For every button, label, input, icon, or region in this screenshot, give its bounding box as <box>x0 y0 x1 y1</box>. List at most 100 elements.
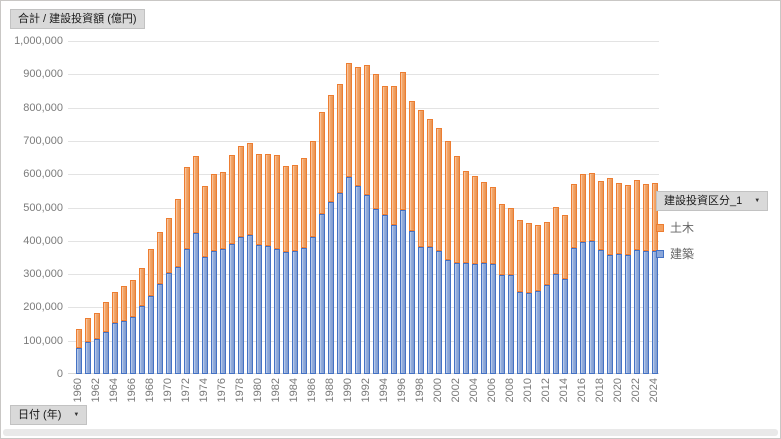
bar-segment-建築-1999[interactable] <box>426 247 433 374</box>
bar-segment-建築-2024[interactable] <box>651 251 658 374</box>
bar-segment-土木-1987[interactable] <box>318 112 325 214</box>
bar-segment-建築-1988[interactable] <box>327 202 334 374</box>
bar-segment-土木-1970[interactable] <box>165 218 172 273</box>
bar-segment-土木-1978[interactable] <box>237 146 244 237</box>
bar-segment-土木-1961[interactable] <box>84 318 91 342</box>
bar-segment-土木-2019[interactable] <box>606 178 613 255</box>
bar-segment-建築-1961[interactable] <box>84 342 91 374</box>
bar-segment-土木-2001[interactable] <box>444 141 451 260</box>
bar-segment-土木-1997[interactable] <box>408 101 415 231</box>
bar-segment-建築-1998[interactable] <box>417 247 424 374</box>
bar-segment-土木-1992[interactable] <box>363 65 370 195</box>
axis-field-button[interactable]: 日付 (年) ▼ <box>10 405 88 425</box>
bar-segment-土木-1971[interactable] <box>174 199 181 267</box>
bar-segment-建築-2003[interactable] <box>462 263 469 374</box>
bar-segment-建築-2012[interactable] <box>543 285 550 374</box>
bar-segment-土木-2000[interactable] <box>435 128 442 251</box>
bar-segment-建築-1997[interactable] <box>408 231 415 374</box>
bar-segment-建築-1982[interactable] <box>273 249 280 374</box>
bar-segment-建築-1979[interactable] <box>246 235 253 374</box>
bar-segment-建築-1993[interactable] <box>372 209 379 374</box>
bar-segment-建築-1971[interactable] <box>174 267 181 374</box>
bar-segment-建築-1968[interactable] <box>147 296 154 374</box>
bar-segment-土木-2012[interactable] <box>543 222 550 285</box>
bar-segment-建築-2004[interactable] <box>471 264 478 374</box>
bar-segment-建築-1992[interactable] <box>363 195 370 374</box>
bar-segment-土木-2005[interactable] <box>480 182 487 263</box>
bar-segment-建築-1975[interactable] <box>210 251 217 374</box>
bar-segment-土木-1990[interactable] <box>345 63 352 177</box>
bar-segment-建築-1990[interactable] <box>345 177 352 374</box>
bar-segment-建築-2013[interactable] <box>552 274 559 374</box>
bar-segment-建築-1985[interactable] <box>300 248 307 374</box>
bar-segment-土木-1996[interactable] <box>399 72 406 210</box>
bar-segment-建築-2023[interactable] <box>642 251 649 374</box>
bar-segment-土木-2010[interactable] <box>525 223 532 293</box>
bar-segment-土木-1995[interactable] <box>390 86 397 225</box>
bar-segment-土木-2009[interactable] <box>516 220 523 292</box>
bar-segment-建築-1960[interactable] <box>75 348 82 374</box>
bar-segment-土木-1983[interactable] <box>282 166 289 252</box>
legend-field-button[interactable]: 建設投資区分_1 ▼ <box>656 191 769 211</box>
bar-segment-土木-2016[interactable] <box>579 174 586 242</box>
bar-segment-建築-2010[interactable] <box>525 293 532 374</box>
bar-segment-建築-1977[interactable] <box>228 244 235 374</box>
bar-segment-土木-2014[interactable] <box>561 215 568 279</box>
bar-segment-土木-1985[interactable] <box>300 158 307 248</box>
bar-segment-建築-1983[interactable] <box>282 252 289 374</box>
bar-segment-土木-1972[interactable] <box>183 167 190 249</box>
bar-segment-建築-1994[interactable] <box>381 215 388 374</box>
bar-segment-建築-2022[interactable] <box>633 250 640 374</box>
bar-segment-土木-1960[interactable] <box>75 329 82 348</box>
bar-segment-建築-1981[interactable] <box>264 246 271 374</box>
bar-segment-建築-2017[interactable] <box>588 241 595 374</box>
bar-segment-土木-1965[interactable] <box>120 286 127 321</box>
bar-segment-建築-2011[interactable] <box>534 291 541 374</box>
bar-segment-建築-1995[interactable] <box>390 225 397 374</box>
bar-segment-建築-2020[interactable] <box>615 254 622 374</box>
bar-segment-土木-1989[interactable] <box>336 84 343 193</box>
bar-segment-土木-1968[interactable] <box>147 249 154 296</box>
bar-segment-建築-2007[interactable] <box>498 275 505 374</box>
bar-segment-土木-2021[interactable] <box>624 185 631 255</box>
bar-segment-土木-1963[interactable] <box>102 302 109 332</box>
bar-segment-建築-1989[interactable] <box>336 193 343 374</box>
bar-segment-土木-1974[interactable] <box>201 186 208 257</box>
bar-segment-建築-1967[interactable] <box>138 306 145 374</box>
bar-segment-建築-2001[interactable] <box>444 260 451 374</box>
bar-segment-建築-2002[interactable] <box>453 263 460 374</box>
bar-segment-土木-2017[interactable] <box>588 173 595 241</box>
bar-segment-土木-2004[interactable] <box>471 176 478 264</box>
bar-segment-土木-1998[interactable] <box>417 110 424 247</box>
bar-segment-土木-2022[interactable] <box>633 180 640 250</box>
bar-segment-建築-2018[interactable] <box>597 250 604 374</box>
legend-item-土木[interactable]: 土木 <box>656 219 694 236</box>
bar-segment-建築-1991[interactable] <box>354 186 361 374</box>
bar-segment-建築-2008[interactable] <box>507 275 514 374</box>
bar-segment-建築-1976[interactable] <box>219 249 226 374</box>
bar-segment-土木-1979[interactable] <box>246 143 253 235</box>
bar-segment-土木-2020[interactable] <box>615 183 622 254</box>
bar-segment-建築-1980[interactable] <box>255 245 262 374</box>
bar-segment-建築-1974[interactable] <box>201 257 208 374</box>
bar-segment-土木-2008[interactable] <box>507 208 514 275</box>
bar-segment-土木-1999[interactable] <box>426 119 433 247</box>
bar-segment-建築-1965[interactable] <box>120 321 127 374</box>
bar-segment-建築-1986[interactable] <box>309 237 316 374</box>
bar-segment-建築-1978[interactable] <box>237 237 244 374</box>
legend-item-建築[interactable]: 建築 <box>656 245 694 262</box>
bar-segment-土木-1975[interactable] <box>210 174 217 251</box>
bar-segment-土木-2013[interactable] <box>552 207 559 274</box>
bar-segment-建築-1973[interactable] <box>192 233 199 374</box>
bar-segment-土木-1980[interactable] <box>255 154 262 245</box>
bar-segment-土木-1982[interactable] <box>273 155 280 249</box>
bar-segment-建築-1966[interactable] <box>129 317 136 374</box>
bar-segment-土木-1976[interactable] <box>219 172 226 249</box>
bar-segment-土木-1993[interactable] <box>372 74 379 209</box>
bar-segment-土木-1967[interactable] <box>138 268 145 306</box>
bar-segment-建築-2014[interactable] <box>561 279 568 374</box>
bar-segment-建築-2019[interactable] <box>606 255 613 374</box>
bar-segment-土木-1966[interactable] <box>129 280 136 317</box>
bar-segment-土木-2018[interactable] <box>597 181 604 250</box>
bar-segment-建築-1969[interactable] <box>156 284 163 374</box>
